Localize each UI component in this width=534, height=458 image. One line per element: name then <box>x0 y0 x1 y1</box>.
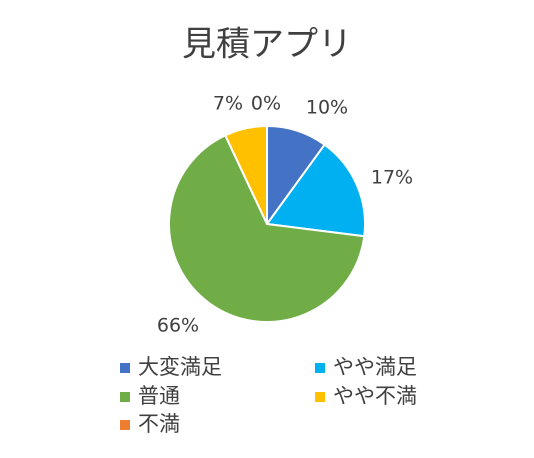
legend-swatch <box>315 392 325 402</box>
legend-swatch <box>120 420 130 430</box>
legend-label: やや不満 <box>333 384 417 408</box>
pie-slice <box>168 133 366 323</box>
pie-slice <box>265 143 366 238</box>
legend-label: 不満 <box>138 412 180 436</box>
legend-label: 大変満足 <box>138 355 222 379</box>
data-label: 66% <box>157 315 199 337</box>
legend-swatch <box>315 363 325 373</box>
legend-swatch <box>120 392 130 402</box>
data-label: 10% <box>306 97 348 119</box>
data-label: 17% <box>371 167 413 189</box>
data-label: 7% <box>213 93 243 115</box>
data-label: 0% <box>251 93 281 115</box>
legend-swatch <box>120 363 130 373</box>
legend-label: やや満足 <box>333 355 417 379</box>
chart-title: 見積アプリ <box>182 25 352 65</box>
legend-label: 普通 <box>138 384 180 408</box>
